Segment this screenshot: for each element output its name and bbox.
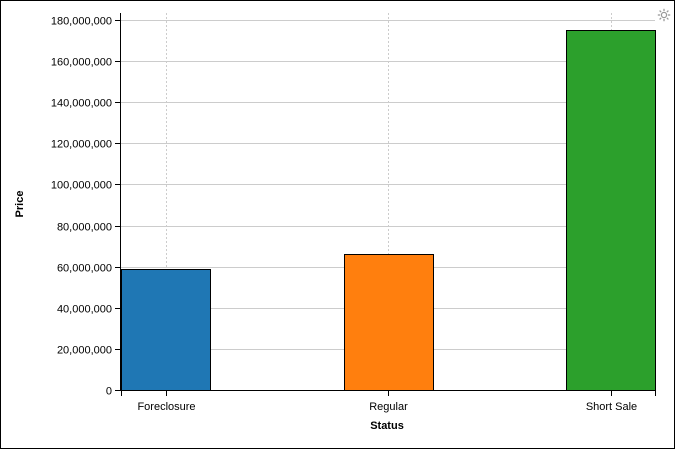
- gear-icon[interactable]: [657, 8, 671, 22]
- y-tick-label: 20,000,000: [57, 345, 112, 357]
- y-tick-label: 120,000,000: [51, 139, 112, 151]
- bar-regular[interactable]: [344, 254, 434, 391]
- y-tick-label: 80,000,000: [57, 222, 112, 234]
- y-tick-label: 60,000,000: [57, 263, 112, 275]
- y-tick-label: 40,000,000: [57, 304, 112, 316]
- x-tick-label: Regular: [369, 401, 408, 413]
- y-tick-label: 100,000,000: [51, 180, 112, 192]
- y-tick-label: 140,000,000: [51, 98, 112, 110]
- y-tick-label: 0: [106, 386, 112, 398]
- axes-layer: 0 20,000,000 40,000,000 60,000,000 80,000,00…: [51, 13, 656, 413]
- bar-foreclosure[interactable]: [121, 269, 211, 391]
- x-axis-title: Status: [370, 420, 404, 432]
- y-axis-title: Price: [14, 191, 26, 218]
- bar-short-sale[interactable]: [566, 30, 656, 391]
- gear-icon-svg: [657, 8, 671, 22]
- x-tick-label: Foreclosure: [137, 401, 195, 413]
- y-tick-label: 180,000,000: [51, 16, 112, 28]
- x-tick-label: Short Sale: [586, 401, 637, 413]
- y-tick-label: 160,000,000: [51, 57, 112, 69]
